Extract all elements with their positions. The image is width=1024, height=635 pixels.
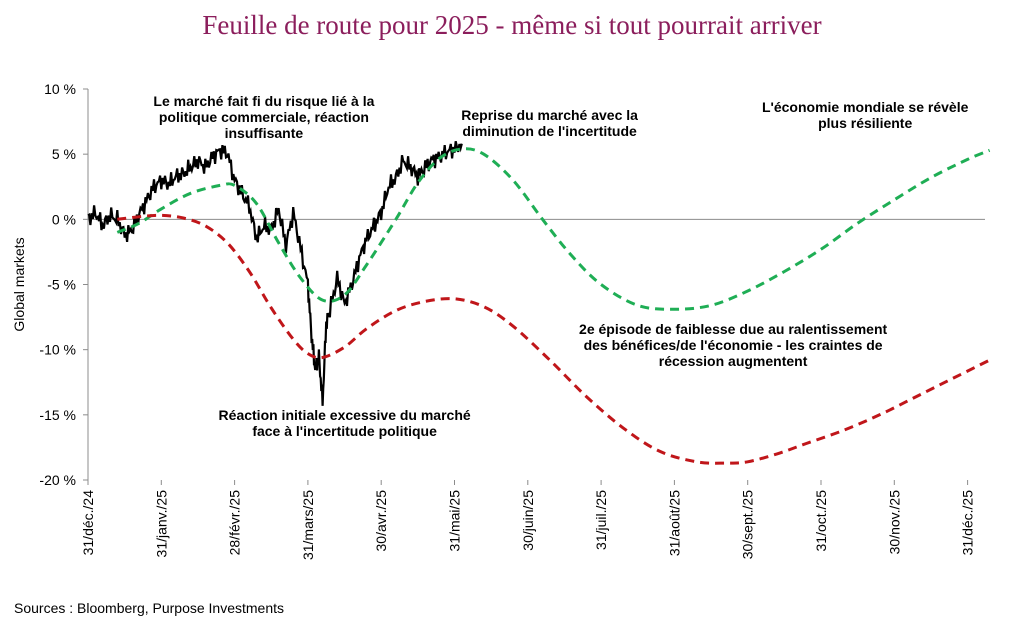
x-tick-label: 31/déc./25 [960, 490, 976, 556]
annotation-line: des bénéfices/de l'économie - les craint… [583, 336, 883, 353]
x-tick-label: 31/déc./24 [80, 490, 96, 556]
x-tick-label: 31/août/25 [666, 490, 682, 556]
axes: 10 % 5 % 0 % -5 % -10 % -15 % -20 % Global mark… [11, 81, 985, 560]
annotation-line: Réaction initiale excessive du marché [218, 407, 471, 423]
y-tick-label: 0 % [52, 211, 76, 227]
y-tick-label: -20 % [39, 472, 76, 488]
series-scenario-green-line [116, 147, 991, 311]
y-tick-label: -10 % [39, 342, 76, 358]
y-tick-label: 10 % [44, 81, 76, 97]
y-tick-label: 5 % [52, 146, 76, 162]
x-tick-label: 30/sept./25 [740, 490, 756, 559]
x-tick-label: 31/juil./25 [593, 490, 609, 550]
y-tick-label: -5 % [47, 277, 76, 293]
x-tick-label: 30/avr./25 [373, 490, 389, 552]
annotation-line: diminution de l'incertitude [462, 123, 637, 140]
annotation-line: plus résiliente [818, 115, 913, 132]
annotation-3: L'économie mondiale se révèle plus résili… [762, 99, 968, 131]
annotation-1: Le marché fait fi du risque lié à la poli… [153, 93, 374, 141]
y-axis-label: Global markets [11, 237, 27, 331]
source-note: Sources : Bloomberg, Purpose Investments [14, 600, 285, 616]
x-tick-label: 30/nov./25 [886, 490, 902, 555]
annotation-line: insuffisante [224, 124, 304, 141]
annotation-line: politique commerciale, réaction [158, 108, 369, 125]
x-tick-label: 28/févr./25 [227, 490, 243, 556]
annotation-line: récession augmentent [658, 352, 808, 369]
chart-title: Feuille de route pour 2025 - même si tou… [202, 10, 822, 40]
annotation-line: Reprise du marché avec la [461, 107, 638, 124]
x-tick-label: 31/janv./25 [153, 490, 169, 558]
x-tick-label: 31/mars/25 [300, 490, 316, 560]
annotation-5: 2e épisode de faiblesse due au ralentiss… [579, 321, 887, 369]
x-tick-label: 30/juin/25 [520, 490, 536, 551]
series-actual-line [87, 141, 463, 406]
x-tick-label: 31/oct./25 [813, 490, 829, 552]
annotation-line: face à l'incertitude politique [252, 423, 437, 439]
x-tick-label: 31/mai/25 [447, 490, 463, 552]
y-tick-label: -15 % [39, 407, 76, 423]
annotation-4: Réaction initiale excessive du marché fac… [219, 407, 471, 439]
series-layer [87, 141, 991, 465]
series-scenario-red-line [117, 213, 991, 465]
annotation-line: 2e épisode de faiblesse due au ralentiss… [579, 320, 888, 337]
annotation-line: Le marché fait fi du risque lié à la [153, 92, 375, 109]
annotation-line: L'économie mondiale se révèle [761, 99, 969, 116]
annotation-2: Reprise du marché avec la diminution de l… [461, 107, 638, 139]
